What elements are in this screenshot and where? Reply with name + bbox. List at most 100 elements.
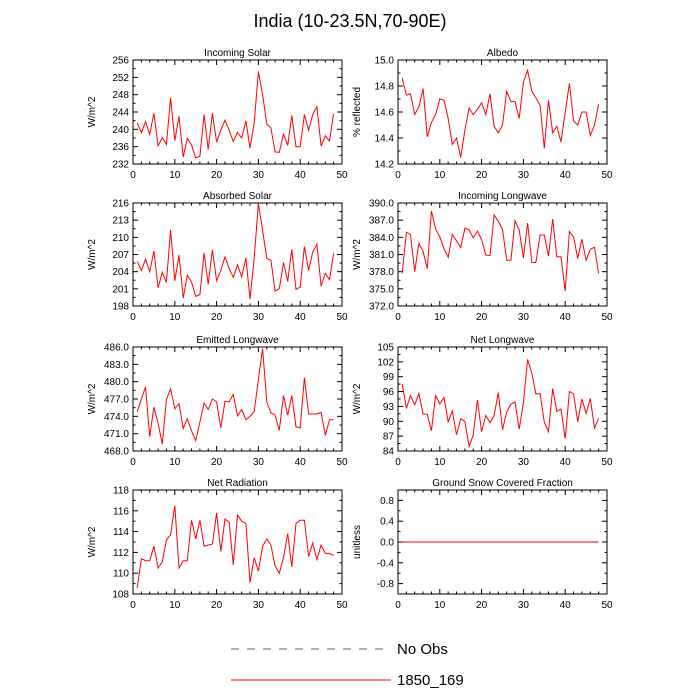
- incoming-solar-x-tick-label: 10: [169, 170, 181, 181]
- ground-snow-covered-fraction-y-axis-label: unitless: [352, 525, 363, 559]
- panel-net-longwave: Net Longwave W/m^2 0 10 20 30 40 50 84 87 90 93 96 99…: [352, 335, 613, 468]
- net-radiation-x-tick-label: 30: [253, 600, 265, 611]
- emitted-longwave-x-tick-label: 0: [130, 457, 136, 468]
- absorbed-solar-x-tick-label: 10: [169, 312, 181, 323]
- net-longwave-y-tick-label: 96: [383, 387, 395, 398]
- incoming-solar-y-tick-label: 256: [112, 56, 129, 67]
- emitted-longwave-y-tick-label: 471.0: [104, 429, 129, 440]
- net-radiation-panel-title: Net Radiation: [207, 478, 268, 489]
- incoming-longwave-y-tick-label: 378.0: [369, 267, 394, 278]
- emitted-longwave-y-tick-label: 480.0: [104, 377, 129, 388]
- incoming-longwave-x-tick-label: 0: [395, 312, 401, 323]
- albedo-y-tick-label: 14.6: [375, 108, 395, 119]
- absorbed-solar-y-tick-label: 201: [112, 284, 129, 295]
- incoming-longwave-y-tick-label: 372.0: [369, 302, 394, 313]
- albedo-y-tick-label: 14.4: [375, 134, 395, 145]
- emitted-longwave-panel-title: Emitted Longwave: [196, 335, 279, 346]
- albedo-y-tick-label: 14.8: [375, 82, 395, 93]
- net-longwave-x-tick-label: 40: [560, 457, 572, 468]
- albedo-x-tick-label: 30: [518, 170, 530, 181]
- net-longwave-plot-frame: [397, 346, 608, 452]
- incoming-longwave-y-axis-label: W/m^2: [352, 239, 363, 270]
- net-radiation-x-tick-label: 0: [130, 600, 136, 611]
- net-radiation-x-tick-label: 20: [211, 600, 223, 611]
- incoming-solar-x-tick-label: 20: [211, 170, 223, 181]
- net-radiation-y-tick-label: 114: [113, 527, 129, 538]
- emitted-longwave-x-tick-label: 40: [295, 457, 307, 468]
- ground-snow-covered-fraction-x-tick-label: 40: [560, 600, 572, 611]
- ground-snow-covered-fraction-y-tick-label: -0.4: [377, 558, 395, 569]
- incoming-longwave-y-tick-label: 384.0: [369, 233, 394, 244]
- net-longwave-y-tick-label: 84: [383, 447, 395, 458]
- incoming-longwave-x-tick-label: 20: [476, 312, 488, 323]
- net-longwave-panel-title: Net Longwave: [471, 335, 535, 346]
- absorbed-solar-x-tick-label: 50: [336, 312, 348, 323]
- incoming-solar-y-axis-label: W/m^2: [87, 96, 98, 127]
- incoming-solar-y-tick-label: 232: [112, 160, 129, 171]
- absorbed-solar-x-tick-label: 20: [211, 312, 223, 323]
- incoming-solar-series-line: [136, 71, 335, 159]
- net-radiation-x-tick-label: 40: [295, 600, 307, 611]
- albedo-y-tick-label: 15.0: [375, 56, 395, 67]
- panel-incoming-longwave: Incoming Longwave W/m^2 0 10 20 30 40 50 372.0 37…: [352, 191, 613, 323]
- incoming-longwave-y-tick-label: 387.0: [369, 216, 394, 227]
- net-longwave-y-tick-label: 93: [383, 402, 395, 413]
- absorbed-solar-y-tick-label: 198: [112, 302, 129, 313]
- net-radiation-x-tick-label: 10: [169, 600, 181, 611]
- emitted-longwave-plot-frame: [132, 346, 343, 452]
- emitted-longwave-y-tick-label: 474.0: [104, 412, 129, 423]
- net-longwave-y-tick-label: 102: [377, 357, 394, 368]
- incoming-solar-panel-title: Incoming Solar: [204, 48, 271, 59]
- ground-snow-covered-fraction-x-tick-label: 30: [518, 600, 530, 611]
- net-longwave-x-tick-label: 50: [601, 457, 613, 468]
- ground-snow-covered-fraction-y-tick-label: 0.4: [380, 517, 394, 528]
- emitted-longwave-y-tick-label: 483.0: [104, 360, 129, 371]
- ground-snow-covered-fraction-x-tick-label: 0: [395, 600, 401, 611]
- net-longwave-y-tick-label: 99: [383, 372, 395, 383]
- ground-snow-covered-fraction-y-tick-label: 0.8: [380, 496, 394, 507]
- emitted-longwave-x-tick-label: 20: [211, 457, 223, 468]
- albedo-x-tick-label: 20: [476, 170, 488, 181]
- net-longwave-y-tick-label: 90: [383, 417, 395, 428]
- net-radiation-y-tick-label: 118: [113, 486, 129, 497]
- albedo-series-line: [401, 68, 600, 158]
- emitted-longwave-y-tick-label: 468.0: [104, 447, 129, 458]
- panel-ground-snow-covered-fraction: Ground Snow Covered Fraction unitless 0 10 2…: [352, 478, 613, 611]
- panel-absorbed-solar: Absorbed Solar W/m^2 0 10 20 30 40 50 198 201 204 2…: [87, 191, 348, 323]
- absorbed-solar-y-tick-label: 216: [112, 199, 129, 210]
- absorbed-solar-x-tick-label: 40: [295, 312, 307, 323]
- net-radiation-y-axis-label: W/m^2: [87, 526, 98, 557]
- albedo-y-axis-label: % reflected: [352, 87, 363, 137]
- emitted-longwave-y-axis-label: W/m^2: [87, 383, 98, 414]
- incoming-longwave-y-tick-label: 390.0: [369, 199, 394, 210]
- ground-snow-covered-fraction-panel-title: Ground Snow Covered Fraction: [432, 478, 573, 489]
- absorbed-solar-x-tick-label: 30: [253, 312, 265, 323]
- incoming-solar-y-tick-label: 240: [112, 125, 129, 136]
- net-longwave-x-tick-label: 20: [476, 457, 488, 468]
- ground-snow-covered-fraction-y-tick-label: -0.8: [377, 579, 395, 590]
- albedo-x-tick-label: 50: [601, 170, 613, 181]
- emitted-longwave-y-tick-label: 477.0: [104, 395, 129, 406]
- emitted-longwave-x-tick-label: 10: [169, 457, 181, 468]
- incoming-longwave-x-tick-label: 10: [434, 312, 446, 323]
- ground-snow-covered-fraction-x-tick-label: 50: [601, 600, 613, 611]
- net-longwave-x-tick-label: 0: [395, 457, 401, 468]
- incoming-longwave-x-tick-label: 40: [560, 312, 572, 323]
- absorbed-solar-y-tick-label: 207: [112, 250, 129, 261]
- emitted-longwave-series-line: [136, 348, 334, 445]
- legend: No Obs 1850_169: [231, 641, 464, 689]
- net-radiation-x-tick-label: 50: [336, 600, 348, 611]
- incoming-solar-x-tick-label: 40: [295, 170, 307, 181]
- albedo-y-tick-label: 14.2: [375, 160, 395, 171]
- incoming-longwave-x-tick-label: 50: [601, 312, 613, 323]
- net-longwave-series-line: [401, 359, 600, 449]
- incoming-solar-y-tick-label: 236: [112, 142, 129, 153]
- incoming-longwave-plot-frame: [397, 202, 608, 307]
- figure-title: India (10-23.5N,70-90E): [253, 11, 446, 31]
- panel-emitted-longwave: Emitted Longwave W/m^2 0 10 20 30 40 50 468.0 471…: [87, 335, 348, 468]
- incoming-longwave-series-line: [401, 210, 600, 292]
- albedo-x-tick-label: 40: [560, 170, 572, 181]
- absorbed-solar-y-tick-label: 204: [112, 267, 129, 278]
- net-radiation-y-tick-label: 108: [112, 590, 129, 601]
